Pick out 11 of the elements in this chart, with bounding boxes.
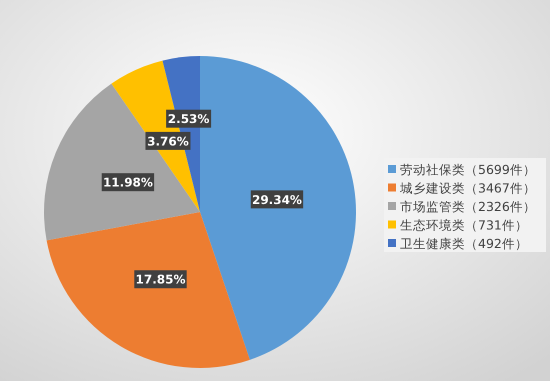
legend-label: 城乡建设类（3467件） xyxy=(399,180,536,196)
legend-label: 卫生健康类（492件） xyxy=(400,236,528,251)
pie-slice xyxy=(46,212,250,368)
legend-label: 劳动社保类（5699件） xyxy=(400,162,536,177)
data-label: 2.53% xyxy=(168,112,210,126)
data-label: 29.34% xyxy=(252,192,302,207)
data-label: 17.85% xyxy=(135,272,186,287)
legend-label: 生态环境类（731件） xyxy=(400,218,528,232)
legend-label: 市场监管类（2326件） xyxy=(400,199,536,214)
data-label: 11.98% xyxy=(102,176,153,190)
data-label: 3.76% xyxy=(147,134,189,148)
